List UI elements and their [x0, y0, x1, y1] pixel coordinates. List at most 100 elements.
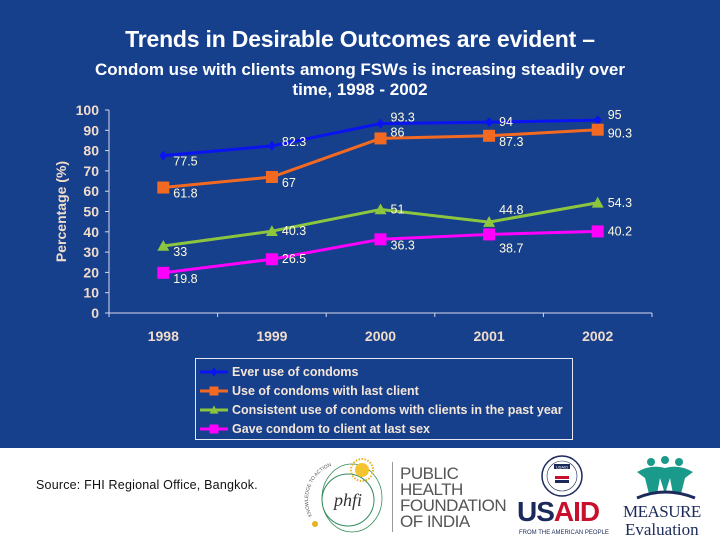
square-marker: [483, 129, 496, 142]
legend-item: Ever use of condoms: [200, 362, 568, 381]
legend-label: Ever use of condoms: [232, 364, 359, 379]
subtitle-line-2: time, 1998 - 2002: [292, 80, 428, 99]
subtitle-line-1: Condom use with clients among FSWs is in…: [95, 60, 625, 79]
triangle-marker: [157, 240, 170, 251]
phfi-divider: [392, 462, 393, 532]
y-tick-label: 20: [83, 264, 99, 280]
y-tick-label: 30: [83, 244, 99, 260]
legend-key-icon: [200, 424, 228, 433]
data-label: 54.3: [608, 196, 632, 210]
data-label: 82.3: [282, 135, 306, 149]
y-tick-label: 40: [83, 224, 99, 240]
data-label: 61.8: [173, 187, 197, 201]
legend-label: Gave condom to client at last sex: [232, 421, 430, 436]
square-marker: [157, 266, 170, 279]
square-marker: [483, 228, 496, 241]
legend-key-icon: [200, 405, 228, 414]
y-tick-label: 0: [91, 305, 99, 321]
diamond-marker: [267, 140, 276, 151]
diamond-marker: [485, 117, 494, 128]
data-label: 94: [499, 115, 513, 129]
chart-axes: 0 10 20 30 40 50 60 70 80 90 100 1998 1999 2000 2001 20…: [53, 102, 653, 344]
data-label: 19.8: [173, 272, 197, 286]
chart-legend: Ever use of condoms Use of condoms with l…: [195, 358, 573, 440]
triangle-marker: [374, 203, 387, 215]
usaid-wordmark: USAID: [517, 496, 600, 527]
square-marker: [374, 233, 387, 246]
slide-title: Trends in Desirable Outcomes are evident…: [125, 26, 595, 52]
x-tick-label: 2001: [474, 328, 505, 344]
triangle-marker: [591, 196, 604, 208]
legend-item: Gave condom to client at last sex: [200, 419, 568, 438]
data-label: 77.5: [173, 155, 197, 169]
legend-label: Consistent use of condoms with clients i…: [232, 402, 563, 417]
data-label: 95: [608, 108, 622, 122]
diamond-marker: [376, 118, 385, 129]
x-tick-label: 2002: [582, 328, 613, 344]
x-tick-label: 1998: [148, 328, 179, 344]
square-marker: [157, 181, 170, 194]
data-label: 67: [282, 176, 296, 190]
data-label: 33: [173, 245, 187, 259]
source-note: Source: FHI Regional Office, Bangkok.: [36, 478, 258, 492]
footer: Source: FHI Regional Office, Bangkok. ph…: [0, 448, 720, 540]
diamond-marker: [210, 367, 218, 376]
usaid-logo: USAID USAID FROM THE AMERICAN PEOPLE: [515, 454, 610, 538]
evaluation-wordmark: Evaluation: [625, 520, 699, 539]
data-label: 87.3: [499, 135, 523, 149]
square-marker: [591, 225, 604, 238]
x-tick-label: 2000: [365, 328, 396, 344]
y-tick-label: 100: [76, 102, 100, 118]
phfi-line-3: FOUNDATION: [400, 496, 507, 515]
data-label: 44.8: [499, 203, 523, 217]
triangle-marker: [209, 405, 219, 414]
svg-text:USAID: USAID: [556, 464, 568, 469]
line-chart: 0 10 20 30 40 50 60 70 80 90 100 1998 1999 2000 2001 20…: [53, 102, 653, 344]
y-tick-label: 60: [83, 183, 99, 199]
data-label: 26.5: [282, 252, 306, 266]
svg-text:phfi: phfi: [332, 490, 362, 510]
phfi-line-1: PUBLIC: [400, 464, 459, 483]
data-label: 38.7: [499, 241, 523, 255]
data-labels: 77.5 82.3 93.3 94 95 61.8 67 86 87.3 90.3 33 40.3 51…: [173, 108, 632, 286]
usaid-seal-icon: USAID: [541, 455, 583, 497]
data-label: 93.3: [391, 111, 415, 125]
data-label: 40.2: [608, 224, 632, 238]
legend-item: Use of condoms with last client: [200, 381, 568, 400]
legend-item: Consistent use of condoms with clients i…: [200, 400, 568, 419]
slide-subtitle: Condom use with clients among FSWs is in…: [60, 60, 660, 100]
measure-evaluation-logo: MEASURE Evaluation: [615, 454, 715, 539]
data-label: 90.3: [608, 127, 632, 141]
data-label: 86: [391, 125, 405, 139]
legend-key-icon: [200, 367, 228, 376]
square-marker: [209, 386, 219, 395]
square-marker: [265, 170, 278, 183]
legend-key-icon: [200, 386, 228, 395]
y-tick-label: 80: [83, 143, 99, 159]
triangle-marker: [265, 225, 278, 236]
slide-background: Trends in Desirable Outcomes are evident…: [0, 0, 720, 448]
y-axis-title: Percentage (%): [53, 161, 69, 262]
y-tick-label: 50: [83, 204, 99, 220]
square-marker: [374, 132, 387, 145]
phfi-line-4: OF INDIA: [400, 512, 470, 531]
triangle-marker: [483, 216, 496, 227]
diamond-marker: [593, 115, 602, 126]
y-tick-label: 70: [83, 163, 99, 179]
measure-people-icon: [636, 456, 696, 500]
series-markers: [157, 115, 604, 279]
square-marker: [265, 253, 278, 266]
diamond-marker: [159, 150, 168, 161]
sunburst-icon: [350, 458, 374, 482]
legend-label: Use of condoms with last client: [232, 383, 419, 398]
small-sun-icon: [312, 521, 318, 527]
x-tick-label: 1999: [256, 328, 287, 344]
square-marker: [209, 424, 219, 433]
y-tick-label: 10: [83, 285, 99, 301]
usaid-tagline: FROM THE AMERICAN PEOPLE: [519, 530, 609, 536]
y-tick-label: 90: [83, 122, 99, 138]
data-label: 40.3: [282, 224, 306, 238]
phfi-emblem-icon: phfi KNOWLEDGE TO ACTION: [304, 458, 383, 533]
data-label: 36.3: [391, 238, 415, 252]
square-marker: [591, 123, 604, 136]
